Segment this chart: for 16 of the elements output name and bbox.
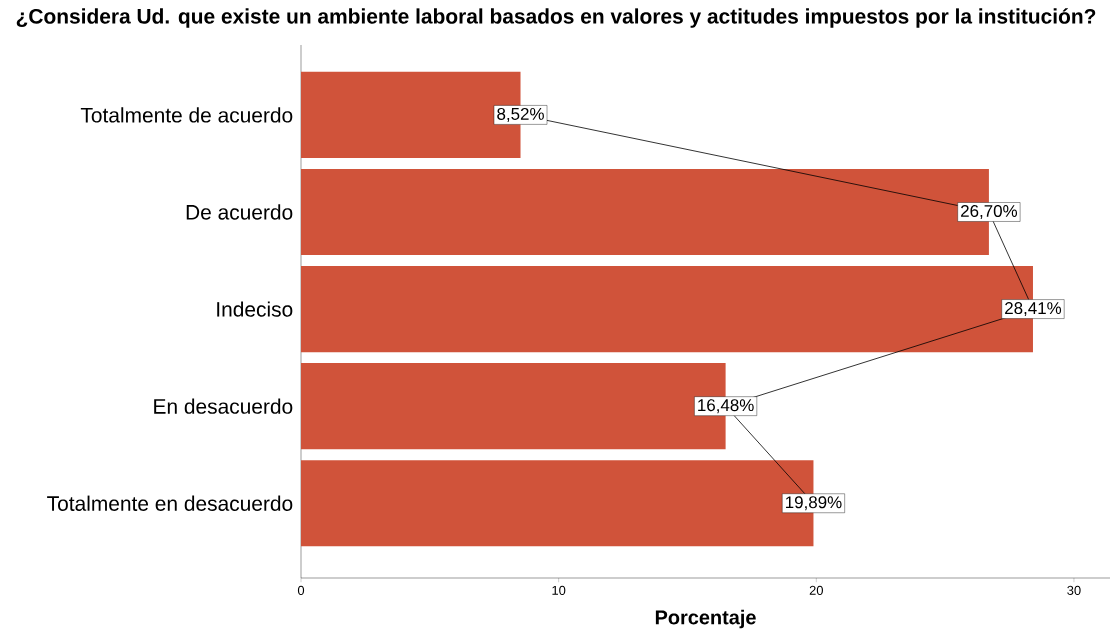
data-label: 28,41% <box>1005 302 1062 317</box>
y-tick-label: Indeciso <box>217 301 293 317</box>
data-label: 26,70% <box>961 204 1018 219</box>
x-tick-label: 20 <box>809 585 823 595</box>
data-label: 16,48% <box>698 399 754 414</box>
y-tick-label: Totalmente en desacuerdo <box>47 495 293 511</box>
y-tick-label: De acuerdo <box>186 204 293 220</box>
chart-title: ¿Considera Ud. que existe un ambiente laboral basados en valores y actitudes impuestos por la institución? <box>16 8 1096 28</box>
data-label: 19,89% <box>786 496 842 511</box>
y-tick-label: Totalmente de acuerdo <box>80 107 293 123</box>
x-tick-label: 10 <box>552 585 566 595</box>
data-label: 8,52% <box>497 107 544 122</box>
x-axis-title: Porcentaje <box>655 609 756 629</box>
x-tick-label: 0 <box>297 585 305 595</box>
x-tick-label: 30 <box>1067 585 1081 595</box>
y-tick-label: En desacuerdo <box>154 398 293 414</box>
